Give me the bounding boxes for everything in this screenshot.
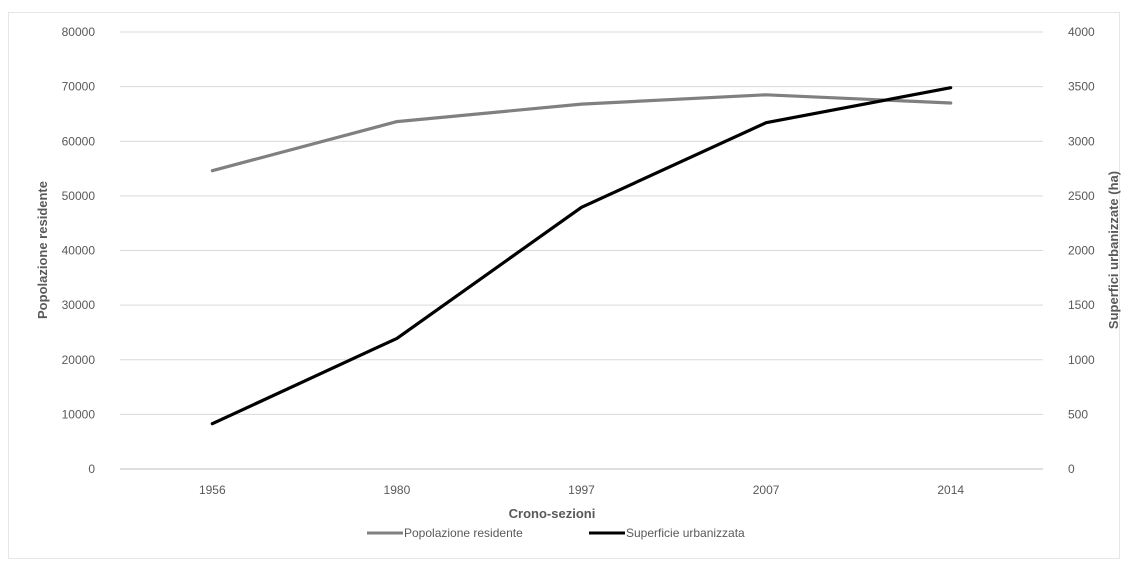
y2-tick-label: 3500: [1068, 80, 1095, 94]
y-tick-label: 70000: [62, 80, 96, 94]
y-axis-left-title: Popolazione residente: [35, 181, 50, 319]
x-axis-ticks: 1956 1980 1997 2007 2014: [199, 483, 964, 497]
y2-tick-label: 500: [1068, 407, 1088, 421]
x-axis-title: Crono-sezioni: [509, 506, 596, 521]
y-tick-label: 80000: [62, 25, 96, 39]
y-axis-right-title: Superfici urbanizzate (ha): [1106, 171, 1121, 329]
legend-label-popolazione: Popolazione residente: [404, 526, 523, 540]
series-line-0: [210, 93, 953, 173]
series-line-1: [210, 86, 953, 426]
y2-tick-label: 3000: [1068, 134, 1095, 148]
y2-tick-label: 2000: [1068, 244, 1095, 258]
gridlines: [120, 31, 1043, 470]
y-tick-label: 60000: [62, 134, 96, 148]
y-axis-left-ticks: 0 10000 20000 30000 40000 50000 60000 70000 8000…: [62, 25, 96, 476]
x-tick-label: 2014: [937, 483, 964, 497]
x-tick-label: 1997: [568, 483, 595, 497]
x-tick-label: 1980: [384, 483, 411, 497]
y-tick-label: 10000: [62, 407, 96, 421]
y2-tick-label: 0: [1068, 462, 1075, 476]
y-tick-label: 0: [88, 462, 95, 476]
y-axis-right-ticks: 0 500 1000 1500 2000 2500 3000 3500 4000: [1068, 25, 1095, 476]
y2-tick-label: 1000: [1068, 353, 1095, 367]
y2-tick-label: 1500: [1068, 298, 1095, 312]
x-tick-label: 2007: [753, 483, 780, 497]
x-tick-label: 1956: [199, 483, 226, 497]
y-tick-label: 20000: [62, 353, 96, 367]
y2-tick-label: 4000: [1068, 25, 1095, 39]
y-tick-label: 30000: [62, 298, 96, 312]
y2-tick-label: 2500: [1068, 189, 1095, 203]
y-tick-label: 50000: [62, 189, 96, 203]
legend: Popolazione residente Superficie urbaniz…: [367, 526, 745, 540]
legend-label-superficie: Superficie urbanizzata: [626, 526, 745, 540]
series-lines: [210, 86, 953, 426]
y-tick-label: 40000: [62, 244, 96, 258]
